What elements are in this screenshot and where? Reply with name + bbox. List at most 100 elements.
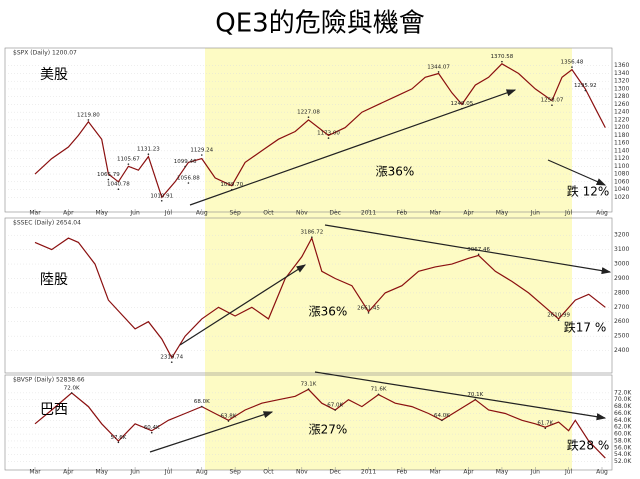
x-tick-label: 2011	[361, 210, 376, 217]
y-tick-label: 1360	[614, 62, 629, 69]
x-tick-label: Jul	[564, 210, 573, 217]
y-tick-label: 70.0K	[614, 396, 632, 403]
annotation-label: 1219.80	[77, 112, 100, 118]
annotation-label: 1010.91	[150, 193, 173, 199]
annotation-label: 73.1K	[301, 382, 317, 388]
x-tick-label: Nov	[296, 469, 308, 476]
annotation-label: 61.7K	[537, 421, 553, 427]
annotation-point	[117, 441, 120, 444]
x-tick-label: Nov	[296, 210, 308, 217]
annotation-point	[551, 104, 553, 106]
annotation-label: 1370.58	[491, 54, 514, 60]
annotation-label: 1249.05	[451, 101, 474, 107]
x-tick-label: Dec	[329, 469, 341, 476]
y-tick-label: 1100	[614, 163, 629, 170]
annotation-label: 1258.07	[541, 98, 564, 104]
annotation-point	[367, 312, 370, 314]
annotation-label: 1099.46	[174, 159, 197, 165]
y-tick-label: 1300	[614, 85, 629, 92]
annotation-point	[160, 199, 163, 202]
y-tick-label: 54.0K	[614, 451, 632, 458]
x-tick-label: Oct	[263, 210, 274, 217]
y-tick-label: 58.0K	[614, 437, 632, 444]
change-note: 跌 12%	[567, 184, 610, 199]
x-tick-label: May	[496, 210, 509, 217]
annotation-label: 1039.70	[220, 182, 243, 188]
charts: $SPX (Daily) 1200.07 10201040106010801100…	[4, 47, 632, 476]
annotation-label: 1129.24	[190, 148, 213, 154]
x-tick-label: May	[96, 210, 109, 217]
x-tick-label: Mar	[29, 469, 41, 476]
y-tick-label: 2600	[614, 318, 629, 325]
y-tick-label: 1140	[614, 147, 629, 154]
annotation-label: 3186.72	[300, 230, 323, 236]
x-tick-label: Aug	[196, 210, 208, 217]
x-tick-label: Jul	[164, 469, 173, 476]
annotation-label: 72.0K	[64, 385, 80, 391]
y-tick-label: 3100	[614, 246, 629, 253]
x-tick-label: Mar	[29, 210, 41, 217]
y-tick-label: 1040	[614, 186, 629, 193]
x-tick-label: Feb	[397, 210, 408, 217]
y-tick-label: 2500	[614, 333, 629, 340]
annotation-point	[307, 388, 310, 390]
annotation-point	[474, 398, 477, 401]
annotation-point	[377, 393, 380, 396]
x-tick-label: Mar	[430, 210, 442, 217]
x-tick-label: Oct	[263, 469, 274, 476]
y-tick-label: 1020	[614, 194, 629, 201]
y-tick-label: 56.0K	[614, 444, 632, 451]
annotation-point	[184, 165, 186, 168]
x-tick-label: Jul	[564, 469, 573, 476]
y-tick-label: 1240	[614, 109, 629, 116]
annotation-point	[334, 409, 336, 411]
y-tick-label: 1340	[614, 70, 629, 77]
price-line	[34, 63, 606, 199]
arrows	[149, 89, 612, 453]
annotation-label: 2319.74	[160, 355, 183, 361]
annotation-label: 1173.00	[317, 131, 340, 137]
arrow	[547, 159, 607, 186]
annotation-point	[544, 427, 547, 430]
annotation-point	[501, 60, 503, 63]
y-tick-label: 52.0K	[614, 458, 632, 465]
annotation-point	[170, 361, 173, 363]
annotation-label: 1065.79	[97, 172, 120, 178]
annotation-point	[437, 71, 440, 73]
price-line	[34, 236, 606, 360]
y-tick-label: 1060	[614, 178, 629, 185]
y-tick-label: 1220	[614, 116, 629, 123]
annotation-point	[147, 153, 150, 156]
y-tick-label: 1080	[614, 171, 629, 178]
x-tick-label: Aug	[196, 469, 208, 476]
annotation-label: 1056.88	[177, 175, 200, 181]
x-tick-label: Jun	[530, 210, 541, 217]
y-tick-label: 68.0K	[614, 403, 632, 410]
arrow	[314, 371, 607, 421]
y-tick-label: 1260	[614, 101, 629, 108]
annotation-label: 1131.23	[137, 147, 160, 153]
annotation-label: 60.4K	[144, 425, 160, 431]
annotation-label: 64.0K	[434, 413, 450, 419]
panel-header: $BVSP (Daily) 52838.66	[13, 377, 85, 384]
annotation-point	[571, 66, 573, 68]
x-tick-label: Apr	[63, 469, 74, 476]
panel-header: $SPX (Daily) 1200.07	[13, 50, 77, 57]
arrow	[324, 224, 612, 275]
y-tick-label: 2800	[614, 289, 629, 296]
x-tick-label: Apr	[463, 210, 474, 217]
x-tick-label: Feb	[397, 469, 408, 476]
x-tick-label: Jun	[129, 210, 140, 217]
market-label: 美股	[40, 67, 68, 83]
annotation-point	[327, 137, 330, 139]
y-tick-label: 66.0K	[614, 410, 632, 417]
y-tick-label: 2900	[614, 275, 629, 282]
y-tick-label: 1160	[614, 140, 629, 147]
change-note: 漲36%	[309, 305, 348, 319]
annotation-label: 63.8K	[221, 414, 237, 420]
x-tick-label: May	[496, 469, 509, 476]
annotation-label: 1344.07	[427, 64, 450, 70]
annotation-point	[311, 236, 313, 238]
